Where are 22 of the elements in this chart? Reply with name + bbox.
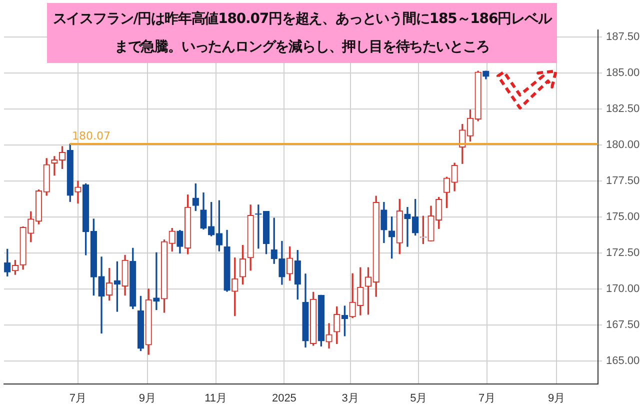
x-tick-label: 7月 (478, 392, 496, 404)
y-tick-label: 185.00 (606, 67, 640, 80)
x-tick-label: 9月 (548, 392, 566, 404)
x-tick-label: 9月 (138, 392, 156, 404)
x-tick-label: 5月 (410, 392, 428, 404)
x-tick-label: 3月 (342, 392, 359, 404)
y-tick-label: 180.00 (606, 139, 640, 152)
candlestick (74, 180, 82, 204)
x-tick-label: 7月 (69, 392, 87, 404)
y-tick-label: 177.50 (606, 175, 640, 188)
y-tick-label: 182.50 (606, 103, 640, 116)
y-tick-label: 167.50 (606, 318, 640, 331)
x-tick-label: 11月 (204, 392, 228, 404)
x-tick-label: 2025 (272, 392, 296, 404)
y-tick-label: 187.50 (606, 31, 640, 44)
ref-line-label: 180.07 (72, 129, 110, 142)
y-tick-label: 175.00 (606, 211, 640, 223)
candlestick (153, 252, 160, 310)
y-tick-label: 165.00 (606, 354, 640, 367)
y-tick-label: 170.00 (606, 282, 640, 295)
y-tick-label: 172.50 (606, 246, 640, 259)
chart-title: スイスフラン/円は昨年高値180.07円を超え、あっという間に185～186円レベルまで急騰。いったんロングを減らし、押し目を待ちたいところ (47, 3, 557, 63)
